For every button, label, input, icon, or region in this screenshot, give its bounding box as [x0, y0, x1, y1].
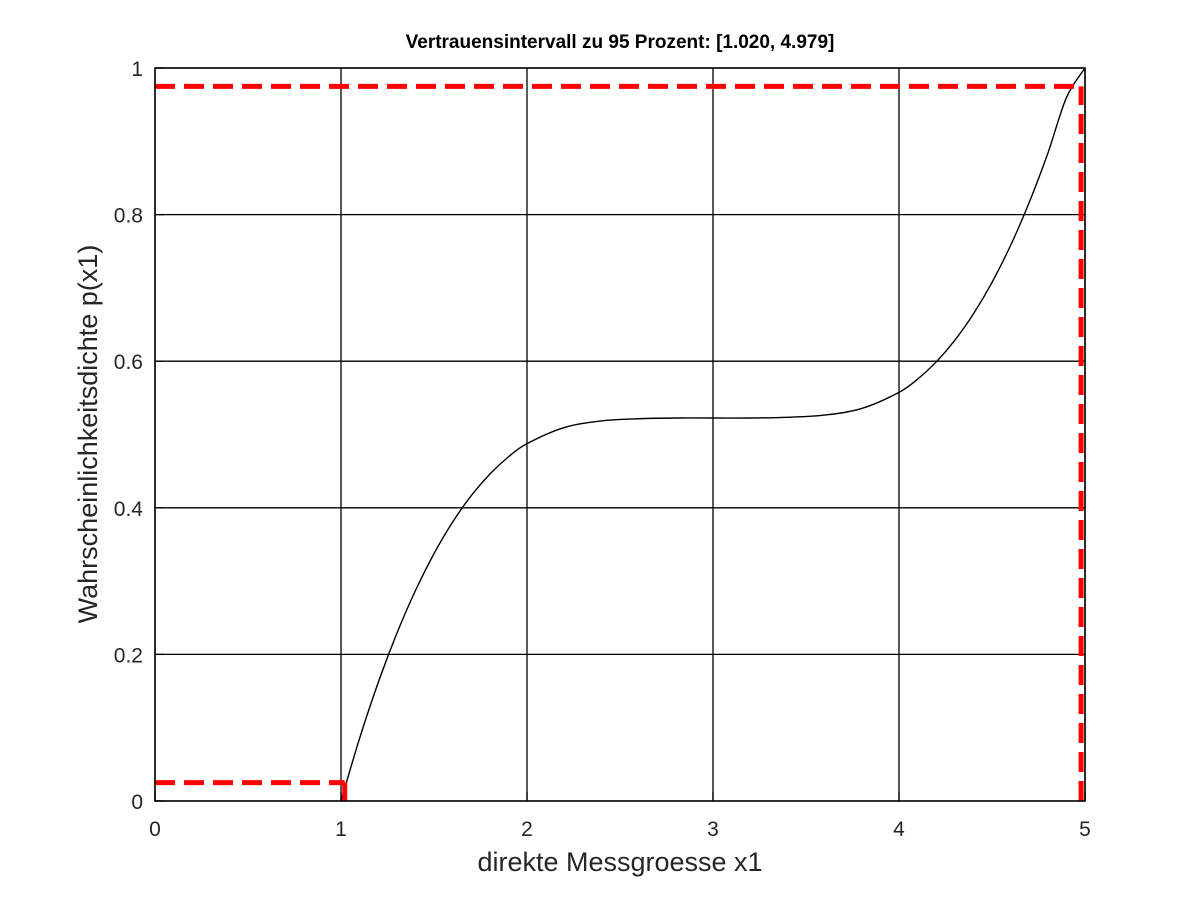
interval-lines [155, 83, 1084, 801]
y-tick-label: 1 [131, 58, 143, 81]
x-ticks: 0 1 2 3 4 5 [149, 792, 1091, 841]
x-tick-label: 5 [1079, 818, 1091, 841]
plot-frame [154, 67, 1086, 802]
y-tick-label: 0.2 [114, 644, 143, 667]
x-tick-label: 1 [335, 818, 347, 841]
series-curve [340, 67, 1086, 802]
y-tick-label: 0 [131, 791, 143, 814]
x-axis-label: direkte Messgroesse x1 [477, 847, 762, 877]
series-group [340, 67, 1086, 802]
y-ticks: 0 0.2 0.4 0.6 0.8 1 [114, 58, 164, 814]
chart-title: Vertrauensintervall zu 95 Prozent: [1.02… [406, 32, 835, 53]
y-axis-label: Wahrscheinlichkeitsdichte p(x1) [73, 245, 103, 624]
y-tick-label: 0.4 [114, 498, 144, 521]
grid [154, 67, 1086, 802]
y-tick-label: 0.6 [114, 351, 143, 374]
x-tick-label: 3 [707, 818, 719, 841]
x-tick-label: 0 [149, 818, 161, 841]
y-tick-label: 0.8 [114, 205, 143, 228]
x-tick-label: 2 [521, 818, 533, 841]
x-tick-label: 4 [893, 818, 905, 841]
